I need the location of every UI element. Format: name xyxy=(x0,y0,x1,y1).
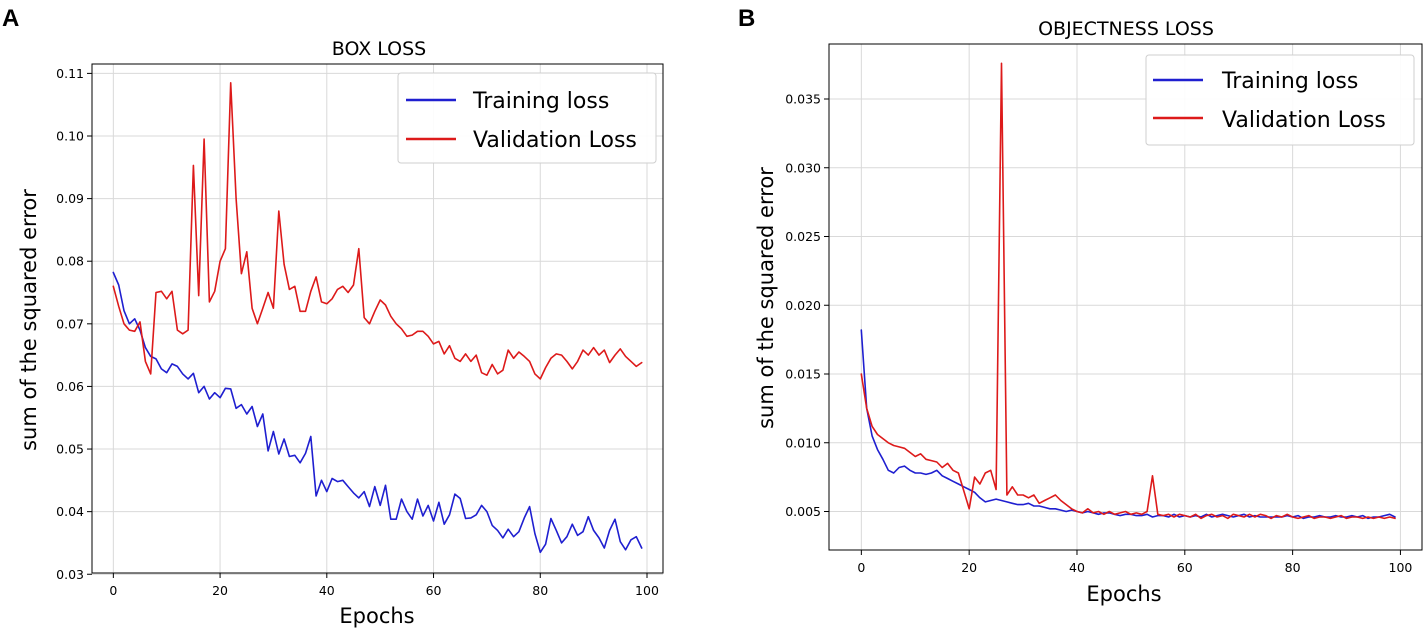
y-tick-label: 0.015 xyxy=(785,367,821,382)
series-line-validation-loss-b xyxy=(860,62,1396,520)
axes-frame-a xyxy=(91,63,664,574)
ticks-b: 0 20 40 60 80 100 0.005 0.010 0.015 0.020 0.025 0.0… xyxy=(785,92,1412,576)
panel-b: B OBJECTNESS LOSS 0 20 40 60 80 100 0.005 0.010… xyxy=(738,5,1423,606)
y-tick-label: 0.07 xyxy=(56,316,84,331)
ticks-a: 0 20 40 60 80 100 0.03 0.04 0.05 0.06 0.07 0.08 0.09… xyxy=(56,66,659,598)
y-tick-label: 0.025 xyxy=(785,229,821,244)
x-tick-label: 80 xyxy=(1285,560,1301,575)
legend-a: Training loss Validation Loss xyxy=(397,72,657,164)
y-tick-label: 0.005 xyxy=(785,504,821,519)
series-a xyxy=(112,82,643,554)
x-axis-label-b: Epochs xyxy=(1086,582,1161,606)
x-tick-label: 0 xyxy=(857,560,865,575)
series-line-validation-loss-a xyxy=(112,82,643,380)
panel-letter-b: B xyxy=(738,5,755,32)
x-tick-label: 100 xyxy=(1389,560,1413,575)
y-tick-label: 0.030 xyxy=(785,160,821,175)
legend-box-a xyxy=(397,72,657,164)
y-tick-label: 0.020 xyxy=(785,298,821,313)
x-tick-label: 100 xyxy=(635,583,659,598)
x-tick-label: 60 xyxy=(426,583,442,598)
legend-label-training-a: Training loss xyxy=(472,89,609,114)
y-tick-label: 0.04 xyxy=(56,504,84,519)
y-tick-label: 0.010 xyxy=(785,435,821,450)
grid-b xyxy=(829,44,1422,550)
x-tick-label: 80 xyxy=(532,583,548,598)
series-line-training-loss-a xyxy=(112,271,643,554)
legend-label-validation-a: Validation Loss xyxy=(473,128,637,153)
y-tick-label: 0.08 xyxy=(56,254,84,269)
y-tick-label: 0.11 xyxy=(56,66,84,81)
y-tick-label: 0.035 xyxy=(785,92,821,107)
legend-b: Training loss Validation Loss xyxy=(1145,54,1415,146)
y-tick-label: 0.10 xyxy=(56,128,84,143)
x-tick-label: 40 xyxy=(1069,560,1085,575)
series-line-training-loss-b xyxy=(860,329,1396,520)
x-axis-label-a: Epochs xyxy=(339,604,414,628)
chart-title-objectness-loss: OBJECTNESS LOSS xyxy=(1038,18,1214,40)
y-tick-label: 0.06 xyxy=(56,379,84,394)
y-tick-label: 0.09 xyxy=(56,191,84,206)
axes-frame-b xyxy=(828,43,1423,551)
panel-a: A BOX LOSS 0 20 40 60 80 1000.030.040.050.060… xyxy=(2,5,664,628)
panel-letter-a: A xyxy=(2,5,19,32)
x-tick-label: 60 xyxy=(1177,560,1193,575)
y-tick-label: 0.03 xyxy=(56,567,84,582)
series-b xyxy=(860,62,1396,520)
x-tick-label: 20 xyxy=(961,560,977,575)
chart-title-box-loss: BOX LOSS xyxy=(332,38,426,60)
legend-label-validation-b: Validation Loss xyxy=(1222,108,1386,133)
x-tick-label: 0 xyxy=(109,583,117,598)
y-axis-label-a: sum of the squared error xyxy=(17,189,41,451)
y-tick-label: 0.05 xyxy=(56,442,84,457)
legend-label-training-b: Training loss xyxy=(1221,69,1358,94)
x-tick-label: 40 xyxy=(319,583,335,598)
y-axis-label-b: sum of the squared error xyxy=(754,167,778,429)
legend-box-b xyxy=(1145,54,1415,146)
x-tick-label: 20 xyxy=(212,583,228,598)
